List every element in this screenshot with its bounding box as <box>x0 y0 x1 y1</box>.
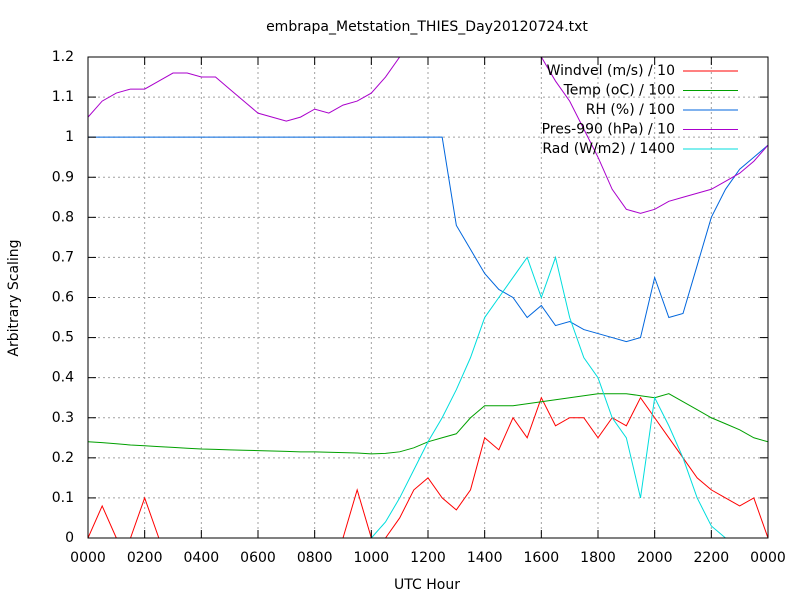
legend-label: Windvel (m/s) / 10 <box>547 63 675 79</box>
y-tick-label: 0.6 <box>52 290 74 306</box>
x-tick-label: 0200 <box>127 550 163 566</box>
x-tick-label: 2200 <box>694 550 730 566</box>
y-axis-label: Arbitrary Scaling <box>6 239 22 356</box>
series-line <box>88 255 768 538</box>
series-line <box>88 396 768 538</box>
x-tick-label: 1600 <box>524 550 560 566</box>
legend: Windvel (m/s) / 10 Temp (oC) / 100 RH (%) … <box>542 63 738 157</box>
x-tick-label: 0600 <box>240 550 276 566</box>
x-tick-label: 0000 <box>70 550 106 566</box>
legend-label: Temp (oC) / 100 <box>563 83 675 99</box>
y-tick-label: 0.9 <box>52 169 74 185</box>
x-tick-label: 2000 <box>637 550 673 566</box>
legend-label: RH (%) / 100 <box>586 102 675 118</box>
axes: 0 0.1 0.2 0.3 0.4 0.5 0.6 0.7 0.8 0.9 1 1.1 1.2 0000 0… <box>52 49 786 566</box>
legend-label: Pres-990 (hPa) / 10 <box>542 122 675 138</box>
y-tick-label: 0.5 <box>52 330 74 346</box>
y-tick-label: 1 <box>65 129 74 145</box>
x-tick-label: 1400 <box>467 550 503 566</box>
series-line <box>88 136 768 343</box>
y-tick-label: 0.1 <box>52 490 74 506</box>
x-tick-label: 1800 <box>580 550 616 566</box>
x-tick-label: 0400 <box>184 550 220 566</box>
x-tick-label: 0800 <box>297 550 333 566</box>
y-tick-label: 0.2 <box>52 450 74 466</box>
x-tick-label: 1200 <box>410 550 446 566</box>
legend-label: Rad (W/m2) / 1400 <box>542 141 675 157</box>
x-tick-label: 1000 <box>354 550 390 566</box>
y-tick-label: 0.4 <box>52 370 74 386</box>
series-line <box>88 57 768 214</box>
x-tick-label: 0000 <box>750 550 786 566</box>
y-tick-label: 0.3 <box>52 410 74 426</box>
y-tick-label: 0 <box>65 530 74 546</box>
y-tick-label: 1.2 <box>52 49 74 65</box>
x-axis-label: UTC Hour <box>394 577 460 593</box>
y-tick-label: 0.8 <box>52 209 74 225</box>
y-tick-label: 1.1 <box>52 89 74 105</box>
plot-lines <box>88 57 768 538</box>
y-tick-label: 0.7 <box>52 249 74 265</box>
chart-title: embrapa_Metstation_THIES_Day20120724.txt <box>266 19 588 35</box>
